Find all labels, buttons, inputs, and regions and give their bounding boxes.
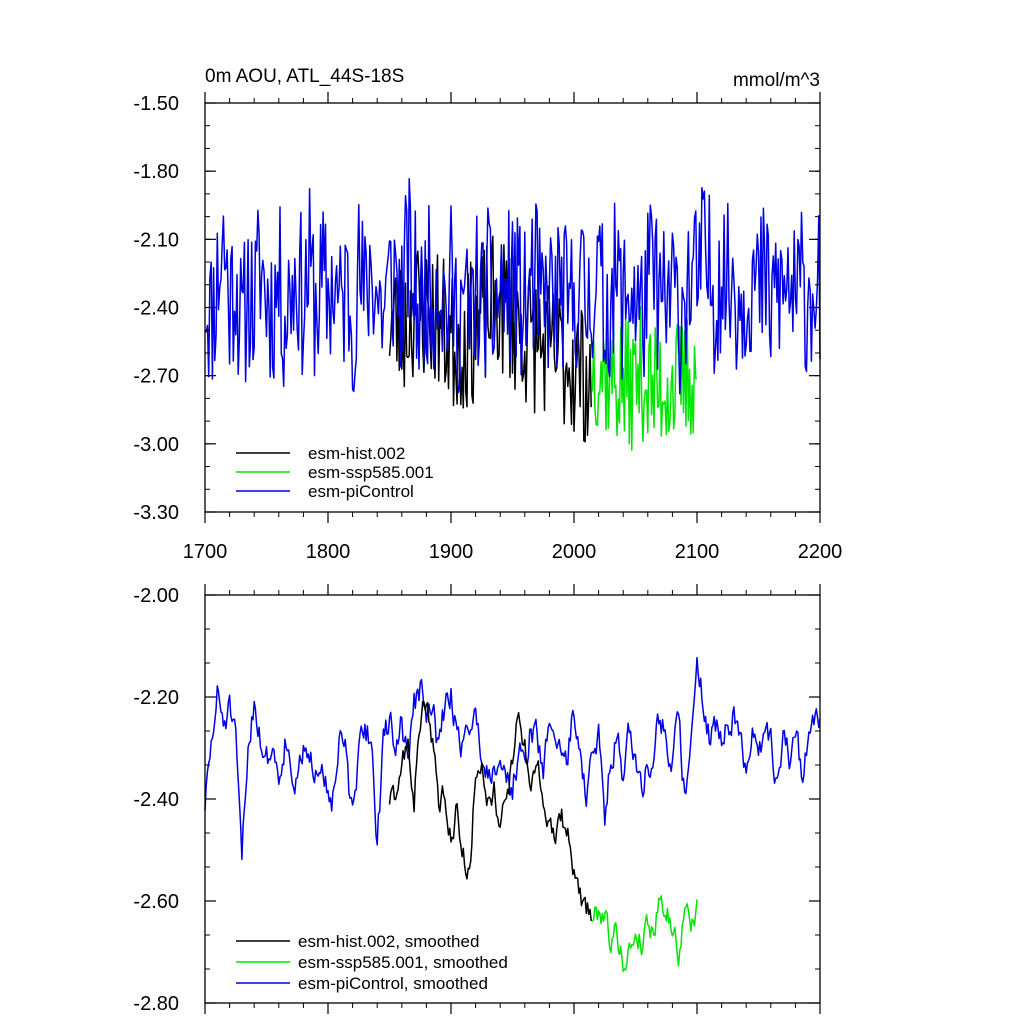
top-x-tick-label: 1700 <box>183 541 228 563</box>
bottom-series-hist <box>388 700 592 922</box>
top-y-tick-label: -1.50 <box>133 93 179 115</box>
legend-label-pi: esm-piControl <box>308 482 414 501</box>
bottom-y-tick-label: -2.40 <box>133 789 179 811</box>
bottom-plot-area: -2.00 -2.20 -2.40 -2.60 -2.80 <box>133 584 821 1015</box>
top-y-tick-label: -3.00 <box>133 434 179 456</box>
bottom-series-pi <box>204 656 821 861</box>
bottom-y-tick-label: -2.20 <box>133 687 179 709</box>
top-x-tick-label: 2200 <box>798 541 843 563</box>
top-y-tick-label: -1.80 <box>133 161 179 183</box>
top-y-tick-label: -2.40 <box>133 298 179 320</box>
bottom-y-tick-label: -2.60 <box>133 891 179 913</box>
top-panel: 0m AOU, ATL_44S-18S mmol/m^3 -1.50-1.80-… <box>133 66 842 563</box>
legend-label-hist-smoothed: esm-hist.002, smoothed <box>298 932 479 951</box>
legend-label-ssp: esm-ssp585.001 <box>308 463 434 482</box>
top-y-tick-label: -3.30 <box>133 502 179 524</box>
top-legend: esm-hist.002 esm-ssp585.001 esm-piContro… <box>236 444 434 501</box>
bottom-y-tick-label: -2.00 <box>133 585 179 607</box>
top-series-pi <box>205 178 821 395</box>
top-x-tick-label: 1900 <box>429 541 474 563</box>
top-panel-title: 0m AOU, ATL_44S-18S <box>205 66 404 87</box>
bottom-legend: esm-hist.002, smoothed esm-ssp585.001, s… <box>236 932 508 993</box>
bottom-panel: -2.00 -2.20 -2.40 -2.60 -2.80 esm-hist.002, … <box>133 584 821 1015</box>
top-x-tick-label: 2000 <box>552 541 597 563</box>
legend-label-ssp-smoothed: esm-ssp585.001, smoothed <box>298 953 508 972</box>
bottom-y-tick-label: -2.80 <box>133 993 179 1015</box>
top-x-tick-label: 1800 <box>306 541 351 563</box>
top-x-tick-label: 2100 <box>675 541 720 563</box>
bottom-series-ssp <box>591 895 698 973</box>
top-y-tick-label: -2.70 <box>133 366 179 388</box>
top-y-tick-label: -2.10 <box>133 229 179 251</box>
legend-label-hist: esm-hist.002 <box>308 444 405 463</box>
legend-label-pi-smoothed: esm-piControl, smoothed <box>298 974 488 993</box>
top-panel-units: mmol/m^3 <box>733 70 820 91</box>
